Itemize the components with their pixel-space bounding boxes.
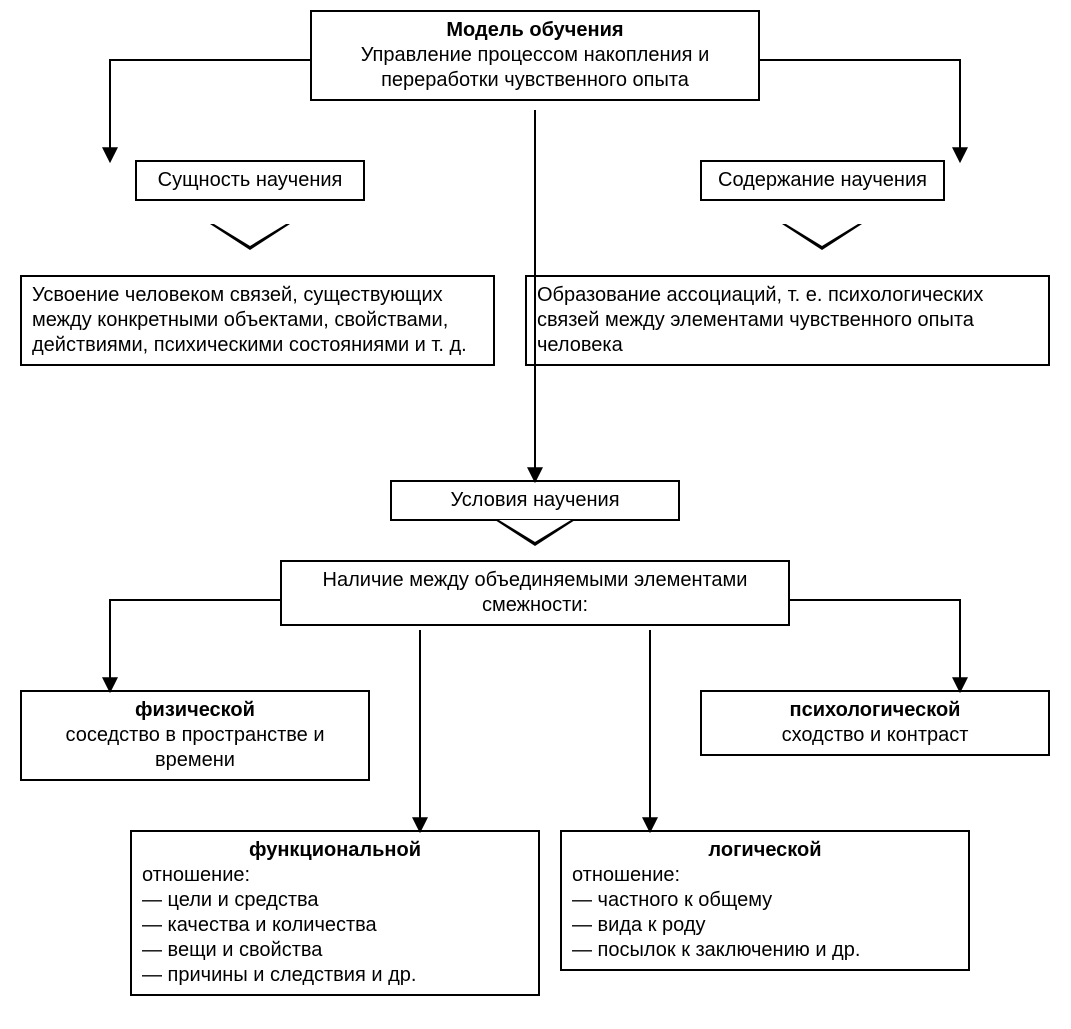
node-logical: логической отношение: — частного к общем… <box>560 830 970 971</box>
log-label: отношение: <box>572 863 958 888</box>
log-item-3: — посылок к заключению и др. <box>572 938 958 963</box>
node-functional: функциональной отношение: — цели и средс… <box>130 830 540 996</box>
physical-body: соседство в пространстве и времени <box>32 723 358 773</box>
node-psychological: психологической сходство и контраст <box>700 690 1050 756</box>
node-content: Содержание научения <box>700 160 945 201</box>
func-item-1: — цели и средства <box>142 888 528 913</box>
log-item-2: — вида к роду <box>572 913 958 938</box>
node-essence: Сущность научения <box>135 160 365 201</box>
block-arrow-icon <box>210 224 290 250</box>
block-arrow-icon <box>782 224 862 250</box>
node-adjacency: Наличие между объединяемыми элементами с… <box>280 560 790 626</box>
func-item-2: — качества и количества <box>142 913 528 938</box>
log-title: логической <box>572 838 958 863</box>
node-physical: физической соседство в пространстве и вр… <box>20 690 370 781</box>
psych-body: сходство и контраст <box>712 723 1038 748</box>
func-item-4: — причины и следствия и др. <box>142 963 528 988</box>
node-root: Модель обучения Управление процессом нак… <box>310 10 760 101</box>
node-conditions: Условия научения <box>390 480 680 521</box>
log-item-1: — частного к общему <box>572 888 958 913</box>
node-essence-desc: Усвоение человеком связей, существующих … <box>20 275 495 366</box>
physical-title: физической <box>32 698 358 723</box>
psych-title: психологической <box>712 698 1038 723</box>
root-title: Модель обучения <box>322 18 748 43</box>
node-content-desc: Образование ассоциаций, т. е. психологич… <box>525 275 1050 366</box>
func-item-3: — вещи и свойства <box>142 938 528 963</box>
block-arrow-icon <box>495 520 575 546</box>
func-title: функциональной <box>142 838 528 863</box>
func-label: отношение: <box>142 863 528 888</box>
diagram-canvas: Модель обучения Управление процессом нак… <box>0 0 1071 1029</box>
root-subtitle: Управление процессом накопления и перера… <box>322 43 748 93</box>
